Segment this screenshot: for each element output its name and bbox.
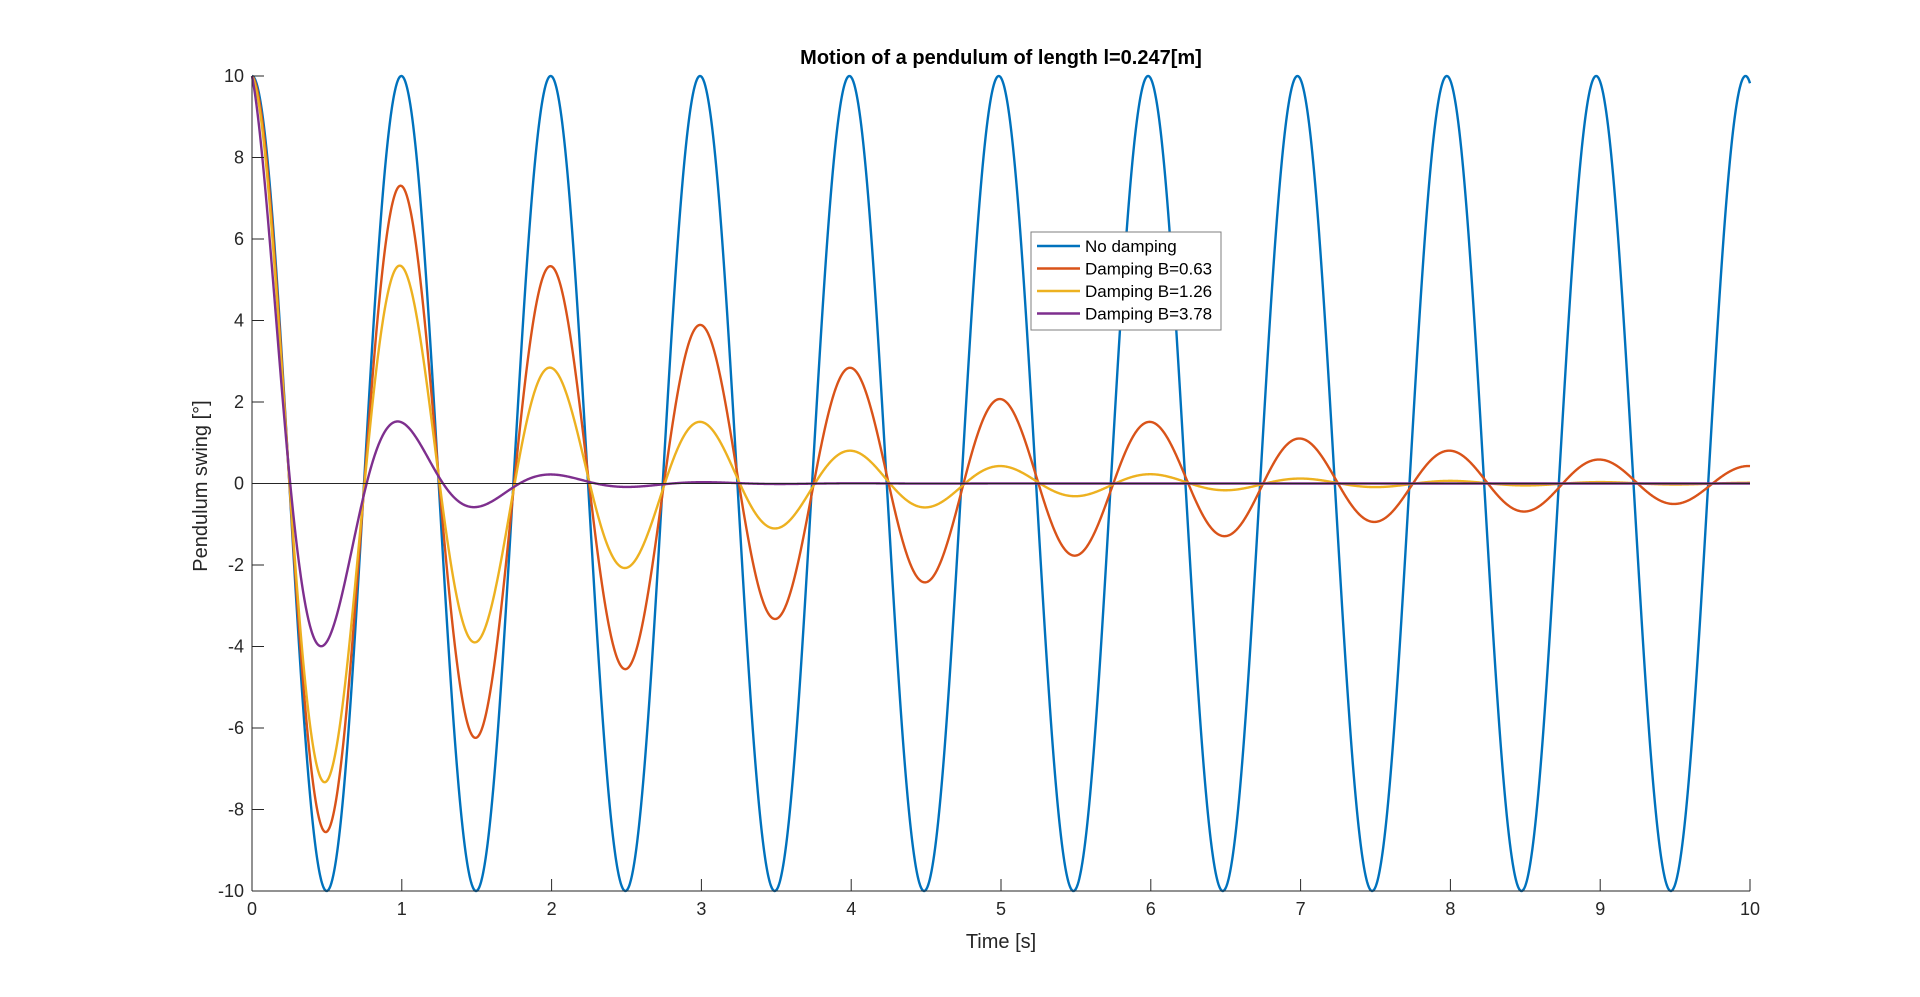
legend-item[interactable]: Damping B=1.26 [1037,282,1212,301]
x-axis-label: Time [s] [966,931,1036,953]
legend-label: Damping B=1.26 [1085,282,1212,301]
y-axis: -10 -8 -6 -4 -2 0 2 4 6 8 10 [218,66,264,901]
y-tick-label: -4 [228,637,244,657]
y-tick-label: -2 [228,555,244,575]
legend-label: Damping B=0.63 [1085,260,1212,279]
series-line-1 [251,74,1752,893]
plot-area: 0 1 2 3 4 5 6 7 8 9 10 -10 -8 -6 -4 -2 0 2 4 6 8 10 [218,66,1760,919]
x-tick-label: 4 [846,899,856,919]
y-tick-label: 4 [234,311,244,331]
x-tick-label: 9 [1595,899,1605,919]
legend[interactable]: No damping Damping B=0.63 Damping B=1.26 Da… [1030,231,1222,331]
legend-item[interactable]: Damping B=0.63 [1037,260,1212,279]
y-tick-label: 6 [234,229,244,249]
x-tick-label: 6 [1146,899,1156,919]
x-tick-label: 3 [696,899,706,919]
legend-item[interactable]: No damping [1037,237,1177,256]
y-tick-label: -10 [218,881,244,901]
x-tick-label: 10 [1740,899,1760,919]
y-tick-label: 0 [234,474,244,494]
y-tick-label: 8 [234,148,244,168]
y-axis-label: Pendulum swing [°] [190,400,212,571]
y-tick-label: 2 [234,392,244,412]
x-tick-label: 1 [397,899,407,919]
x-axis: 0 1 2 3 4 5 6 7 8 9 10 [247,879,1760,919]
x-tick-label: 8 [1445,899,1455,919]
legend-item[interactable]: Damping B=3.78 [1037,305,1212,324]
series-line-2 [251,75,1751,834]
y-tick-label: -6 [228,718,244,738]
legend-label: No damping [1085,237,1177,256]
y-tick-label: 10 [224,66,244,86]
x-tick-label: 0 [247,899,257,919]
y-tick-label: -8 [228,800,244,820]
chart-title: Motion of a pendulum of length l=0.247[m… [800,47,1202,69]
legend-label: Damping B=3.78 [1085,305,1212,324]
x-tick-label: 5 [996,899,1006,919]
x-tick-label: 7 [1296,899,1306,919]
x-tick-label: 2 [547,899,557,919]
